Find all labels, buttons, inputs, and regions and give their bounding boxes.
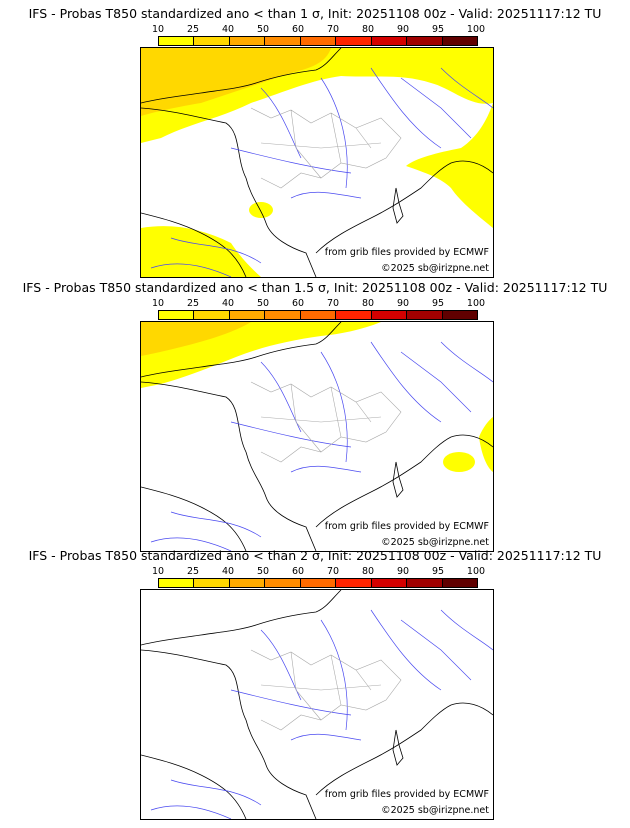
colorbar-tick: 60 bbox=[291, 566, 305, 577]
map-svg bbox=[141, 322, 493, 551]
colorbar-tick: 80 bbox=[361, 298, 375, 309]
colorbar-tick: 25 bbox=[186, 24, 200, 35]
colorbar-tick: 80 bbox=[361, 24, 375, 35]
colorbar-tick: 40 bbox=[221, 566, 235, 577]
colorbar-swatch bbox=[159, 579, 195, 587]
colorbar bbox=[158, 578, 478, 588]
colorbar-tick: 50 bbox=[256, 566, 270, 577]
source-credit: from grib files provided by ECMWF bbox=[324, 247, 489, 258]
probability-map: from grib files provided by ECMWF ©2025 … bbox=[140, 47, 494, 278]
colorbar-tick: 90 bbox=[396, 24, 410, 35]
colorbar-swatch bbox=[371, 579, 408, 587]
colorbar-tick: 90 bbox=[396, 566, 410, 577]
source-credit: from grib files provided by ECMWF bbox=[324, 521, 489, 532]
panel-title: IFS - Probas T850 standardized ano < tha… bbox=[22, 280, 608, 295]
colorbar-swatch bbox=[159, 37, 195, 45]
colorbar-swatch bbox=[336, 311, 372, 319]
colorbar-tick: 50 bbox=[256, 298, 270, 309]
colorbar-swatch bbox=[265, 579, 301, 587]
colorbar-tick: 100 bbox=[466, 298, 486, 309]
colorbar-tick: 100 bbox=[466, 24, 486, 35]
forecast-panel: IFS - Probas T850 standardized ano < tha… bbox=[0, 0, 630, 278]
colorbar-tick: 40 bbox=[221, 24, 235, 35]
colorbar-swatch bbox=[442, 311, 477, 319]
colorbar-swatch bbox=[336, 579, 372, 587]
colorbar-swatch bbox=[194, 579, 230, 587]
colorbar-swatch bbox=[300, 579, 337, 587]
colorbar-swatch bbox=[371, 37, 408, 45]
colorbar-tick: 60 bbox=[291, 24, 305, 35]
colorbar-tick: 90 bbox=[396, 298, 410, 309]
colorbar-swatch bbox=[371, 311, 408, 319]
colorbar-tick: 40 bbox=[221, 298, 235, 309]
colorbar-tick: 25 bbox=[186, 298, 200, 309]
colorbar-tick: 95 bbox=[431, 24, 445, 35]
colorbar-swatch bbox=[194, 37, 230, 45]
colorbar-ticks: 10 25 40 50 60 70 80 90 95 100 bbox=[152, 24, 485, 36]
panel-title: IFS - Probas T850 standardized ano < tha… bbox=[28, 6, 602, 21]
probability-map: from grib files provided by ECMWF ©2025 … bbox=[140, 321, 494, 552]
copyright-credit: ©2025 sb@irizpne.net bbox=[381, 263, 489, 274]
colorbar bbox=[158, 36, 478, 46]
colorbar bbox=[158, 310, 478, 320]
colorbar-swatch bbox=[407, 579, 443, 587]
colorbar-tick: 70 bbox=[326, 298, 340, 309]
colorbar-swatch bbox=[229, 37, 266, 45]
colorbar-tick: 60 bbox=[291, 298, 305, 309]
colorbar-tick: 10 bbox=[151, 24, 165, 35]
colorbar-tick: 10 bbox=[151, 566, 165, 577]
colorbar-tick: 95 bbox=[431, 566, 445, 577]
copyright-credit: ©2025 sb@irizpne.net bbox=[381, 537, 489, 548]
colorbar-tick: 10 bbox=[151, 298, 165, 309]
copyright-credit: ©2025 sb@irizpne.net bbox=[381, 805, 489, 816]
colorbar-swatch bbox=[265, 37, 301, 45]
colorbar-tick: 25 bbox=[186, 566, 200, 577]
colorbar-swatch bbox=[442, 37, 477, 45]
colorbar-tick: 70 bbox=[326, 24, 340, 35]
colorbar-swatch bbox=[407, 311, 443, 319]
colorbar-swatch bbox=[265, 311, 301, 319]
colorbar-tick: 50 bbox=[256, 24, 270, 35]
colorbar-tick: 70 bbox=[326, 566, 340, 577]
colorbar-swatch bbox=[229, 579, 266, 587]
colorbar-tick: 80 bbox=[361, 566, 375, 577]
forecast-panel: IFS - Probas T850 standardized ano < tha… bbox=[0, 542, 630, 820]
colorbar-swatch bbox=[407, 37, 443, 45]
source-credit: from grib files provided by ECMWF bbox=[324, 789, 489, 800]
colorbar-swatch bbox=[300, 37, 337, 45]
forecast-panel: IFS - Probas T850 standardized ano < tha… bbox=[0, 274, 630, 552]
colorbar-swatch bbox=[336, 37, 372, 45]
colorbar-swatch bbox=[194, 311, 230, 319]
map-svg bbox=[141, 590, 493, 819]
colorbar-swatch bbox=[229, 311, 266, 319]
colorbar-swatch bbox=[300, 311, 337, 319]
colorbar-swatch bbox=[159, 311, 195, 319]
map-svg bbox=[141, 48, 493, 277]
colorbar-ticks: 10 25 40 50 60 70 80 90 95 100 bbox=[152, 298, 485, 310]
colorbar-swatch bbox=[442, 579, 477, 587]
colorbar-tick: 100 bbox=[466, 566, 486, 577]
panel-title: IFS - Probas T850 standardized ano < tha… bbox=[28, 548, 602, 563]
colorbar-tick: 95 bbox=[431, 298, 445, 309]
probability-map: from grib files provided by ECMWF ©2025 … bbox=[140, 589, 494, 820]
colorbar-ticks: 10 25 40 50 60 70 80 90 95 100 bbox=[152, 566, 485, 578]
